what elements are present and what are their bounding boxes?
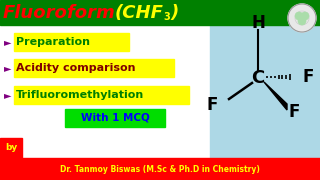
Text: Dr. Tanmoy Biswas (M.Sc & Ph.D in Chemistry): Dr. Tanmoy Biswas (M.Sc & Ph.D in Chemis… — [60, 165, 260, 174]
Text: H: H — [251, 14, 265, 32]
Circle shape — [288, 4, 316, 32]
Text: C: C — [252, 69, 265, 87]
Text: F: F — [207, 96, 218, 114]
Text: 3: 3 — [163, 12, 170, 22]
Text: by: by — [5, 143, 17, 152]
Bar — [14, 33, 129, 51]
Bar — [0, 0, 320, 25]
Circle shape — [301, 12, 309, 20]
Text: Fluoroform: Fluoroform — [3, 3, 116, 21]
Text: F: F — [289, 103, 300, 121]
Text: With 1 MCQ: With 1 MCQ — [81, 113, 149, 123]
Bar — [65, 109, 165, 127]
Bar — [210, 0, 320, 180]
Bar — [0, 0, 210, 180]
Text: F: F — [303, 68, 314, 86]
Bar — [14, 86, 189, 104]
Bar — [0, 158, 320, 180]
Text: Trifluoromethylation: Trifluoromethylation — [16, 90, 144, 100]
Polygon shape — [264, 82, 287, 110]
Text: ►: ► — [4, 63, 12, 73]
Text: Acidity comparison: Acidity comparison — [16, 63, 135, 73]
Bar — [14, 59, 174, 77]
Circle shape — [295, 12, 303, 20]
Circle shape — [298, 17, 306, 25]
Text: ►: ► — [4, 90, 12, 100]
Text: Preparation: Preparation — [16, 37, 90, 47]
Text: (CHF: (CHF — [115, 3, 164, 21]
Text: ): ) — [170, 3, 178, 21]
Bar — [0, 138, 22, 158]
Text: ►: ► — [4, 37, 12, 47]
